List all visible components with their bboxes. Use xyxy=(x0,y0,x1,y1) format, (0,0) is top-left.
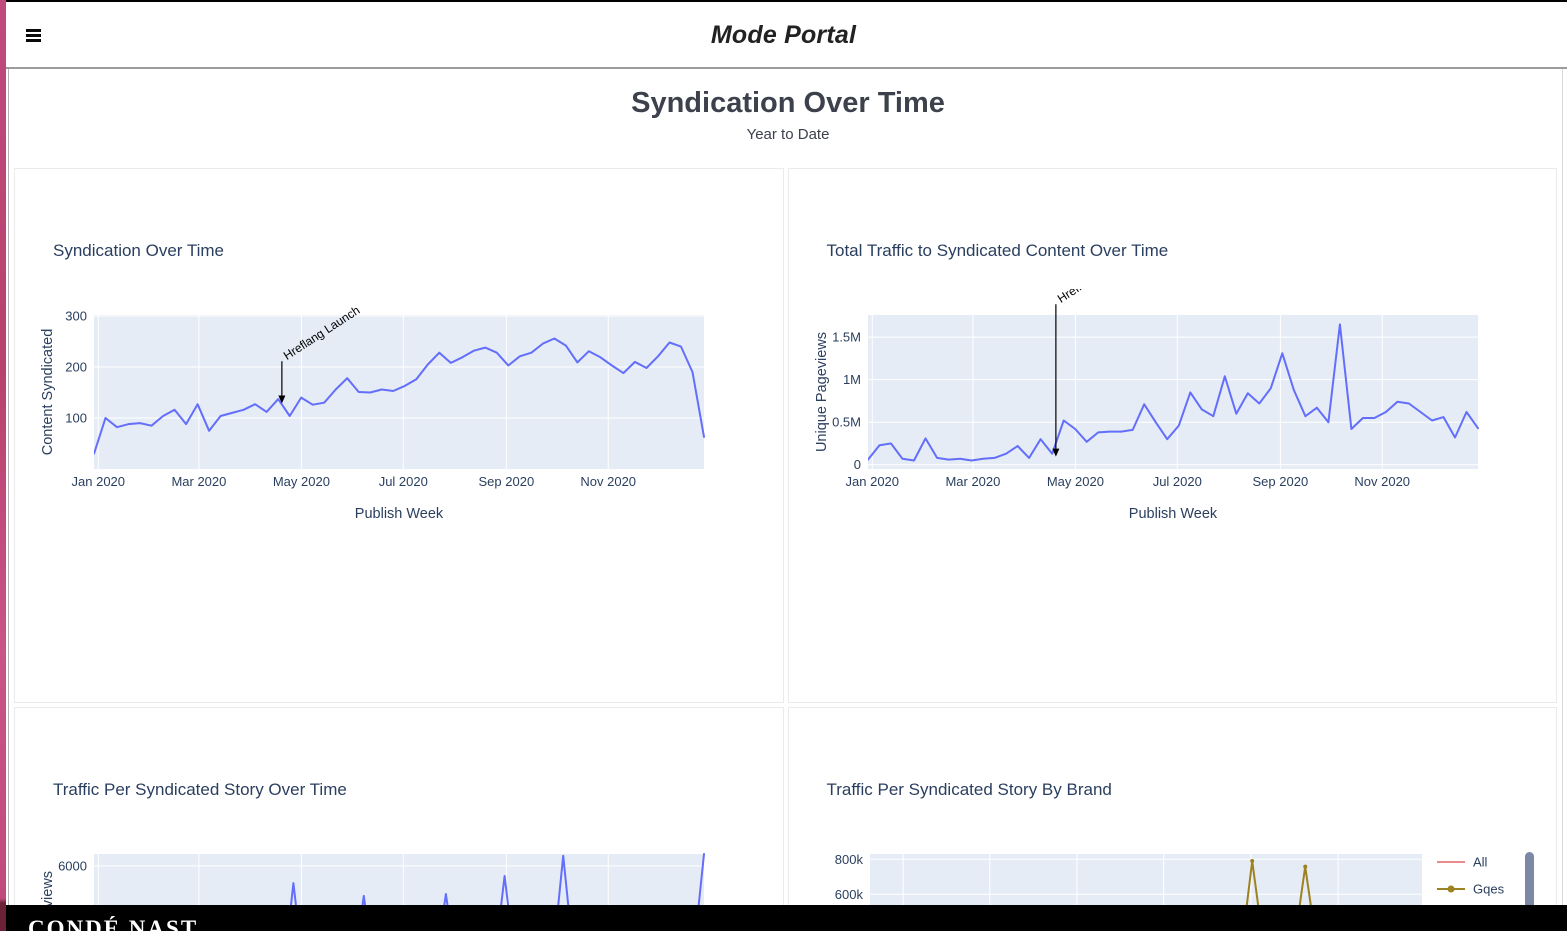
y-tick-label: 800k xyxy=(834,852,863,867)
x-tick-label: Sep 2020 xyxy=(479,474,535,489)
content-left-border xyxy=(8,69,9,905)
chart-title: Traffic Per Syndicated Story By Brand xyxy=(826,780,1112,799)
hamburger-menu-icon[interactable] xyxy=(26,29,42,43)
y-tick-label: 6000 xyxy=(58,858,87,873)
chart-card-traffic-by-brand: Traffic Per Syndicated Story By Brand 60… xyxy=(787,707,1557,931)
legend-item-gqes[interactable]: Gqes xyxy=(1436,882,1505,897)
chart-canvas-syndication: 100 200 300 Jan 2020 Mar 2020 May 2020 Jul 202… xyxy=(40,303,705,522)
accent-stripe xyxy=(0,0,6,931)
x-tick-label: May 2020 xyxy=(273,474,330,489)
plot-area xyxy=(867,315,1478,469)
x-tick-label: Jan 2020 xyxy=(845,474,899,489)
header-divider xyxy=(0,67,1567,69)
gridlines xyxy=(94,854,704,930)
chart-title: Traffic Per Syndicated Story Over Time xyxy=(53,780,347,799)
x-axis-label: Publish Week xyxy=(1128,506,1217,522)
y-axis-label: Unique Pageviews xyxy=(814,332,830,452)
x-tick-label: Mar 2020 xyxy=(945,474,1000,489)
series-line-unique-pageviews xyxy=(867,323,1479,462)
y-axis-label: Content Syndicated xyxy=(40,329,56,456)
y-tick-label: 200 xyxy=(65,360,87,375)
chart-title: Syndication Over Time xyxy=(53,241,225,260)
report-header: Syndication Over Time Year to Date xyxy=(9,69,1567,168)
footer-bar: CONDÉ NAST xyxy=(0,905,1567,931)
x-tick-label: Mar 2020 xyxy=(171,474,226,489)
charts-grid: Syndication Over Time 100 200 300 Jan 2020 M… xyxy=(14,168,1557,931)
app-bar: Mode Portal xyxy=(0,2,1567,67)
svg-text:All: All xyxy=(1473,855,1488,870)
y-tick-label: 0.5M xyxy=(832,415,861,430)
x-tick-label: Jul 2020 xyxy=(379,474,428,489)
gridlines xyxy=(867,315,1478,469)
x-tick-label: Nov 2020 xyxy=(580,474,636,489)
chart-card-traffic-per-story: Traffic Per Syndicated Story Over Time 6… xyxy=(14,707,784,931)
x-tick-label: Nov 2020 xyxy=(1354,474,1410,489)
app-title: Mode Portal xyxy=(710,21,857,49)
x-tick-label: Jul 2020 xyxy=(1152,474,1201,489)
chart-canvas-total-traffic: 0 0.5M 1M 1.5M Jan 2020 Mar 2020 May 2020 Jul 2… xyxy=(814,289,1479,522)
series-line-content-syndicated xyxy=(94,337,705,455)
window-top-border xyxy=(0,0,1567,2)
page-title: Syndication Over Time xyxy=(631,87,945,119)
plot-area xyxy=(94,315,704,469)
chart-card-syndication-over-time: Syndication Over Time 100 200 300 Jan 2020 M… xyxy=(14,168,784,703)
y-tick-label: 1.5M xyxy=(832,330,861,345)
x-tick-label: Jan 2020 xyxy=(72,474,126,489)
y-tick-label: 100 xyxy=(65,411,87,426)
x-tick-label: Sep 2020 xyxy=(1252,474,1308,489)
page-subtitle: Year to Date xyxy=(746,126,830,143)
y-tick-label: 600k xyxy=(834,887,863,902)
svg-text:Hreflang Launch: Hreflang Launch xyxy=(1054,289,1135,306)
x-tick-label: May 2020 xyxy=(1046,474,1103,489)
y-tick-label: 1M xyxy=(842,372,860,387)
gridlines xyxy=(94,315,704,469)
x-axis-label: Publish Week xyxy=(355,506,444,522)
legend-item-all[interactable]: All xyxy=(1436,855,1488,870)
conde-nast-logo: CONDÉ NAST xyxy=(28,916,199,931)
svg-text:Gqes: Gqes xyxy=(1473,882,1505,897)
content-right-border xyxy=(1562,0,1563,931)
chart-card-total-traffic: Total Traffic to Syndicated Content Over… xyxy=(787,168,1557,703)
y-tick-label: 0 xyxy=(853,457,860,472)
chart-title: Total Traffic to Syndicated Content Over… xyxy=(826,241,1169,260)
y-tick-label: 300 xyxy=(65,309,87,324)
